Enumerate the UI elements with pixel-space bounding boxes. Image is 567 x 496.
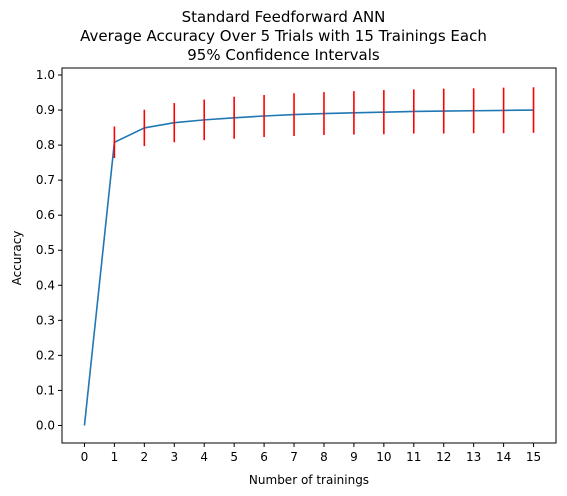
- y-tick-label: 0.3: [36, 313, 55, 327]
- y-tick-label: 0.0: [36, 418, 55, 432]
- title-line-1: Standard Feedforward ANN: [181, 8, 386, 26]
- y-tick-label: 0.5: [36, 243, 55, 257]
- y-tick-label: 0.4: [36, 278, 55, 292]
- x-tick-label: 15: [526, 450, 541, 464]
- x-axis-label: Number of trainings: [249, 473, 369, 487]
- plot-area: 0 1 2 3 4 5 6 7 8 9 10 11 12 13 14 150.00.10.20.30.40.5…: [36, 67, 557, 464]
- x-tick-label: 10: [376, 450, 391, 464]
- accuracy-line: [83, 109, 534, 426]
- title-line-3: 95% Confidence Intervals: [187, 46, 380, 64]
- x-tick-label: 14: [496, 450, 511, 464]
- y-tick-label: 1.0: [36, 68, 55, 82]
- y-axis-label: Accuracy: [10, 231, 24, 286]
- y-tick-label: 0.1: [36, 383, 55, 397]
- x-tick-label: 8: [320, 450, 328, 464]
- x-tick-label: 5: [230, 450, 238, 464]
- x-tick-label: 4: [200, 450, 208, 464]
- x-tick-label: 2: [141, 450, 149, 464]
- y-tick-label: 0.2: [36, 348, 55, 362]
- x-tick-label: 0: [81, 450, 89, 464]
- plot-frame: [61, 67, 557, 444]
- x-tick-label: 7: [290, 450, 298, 464]
- x-tick-label: 9: [350, 450, 358, 464]
- x-tick-label: 6: [260, 450, 268, 464]
- y-tick-label: 0.9: [36, 103, 55, 117]
- y-tick-label: 0.8: [36, 138, 55, 152]
- title-line-2: Average Accuracy Over 5 Trials with 15 T…: [80, 27, 487, 45]
- x-tick-label: 12: [436, 450, 451, 464]
- y-tick-label: 0.6: [36, 208, 55, 222]
- x-tick-label: 11: [406, 450, 421, 464]
- x-tick-label: 3: [170, 450, 178, 464]
- x-tick-label: 1: [111, 450, 119, 464]
- y-tick-label: 0.7: [36, 173, 55, 187]
- x-tick-label: 13: [466, 450, 481, 464]
- chart-title: Standard Feedforward ANN Average Accurac…: [0, 8, 567, 65]
